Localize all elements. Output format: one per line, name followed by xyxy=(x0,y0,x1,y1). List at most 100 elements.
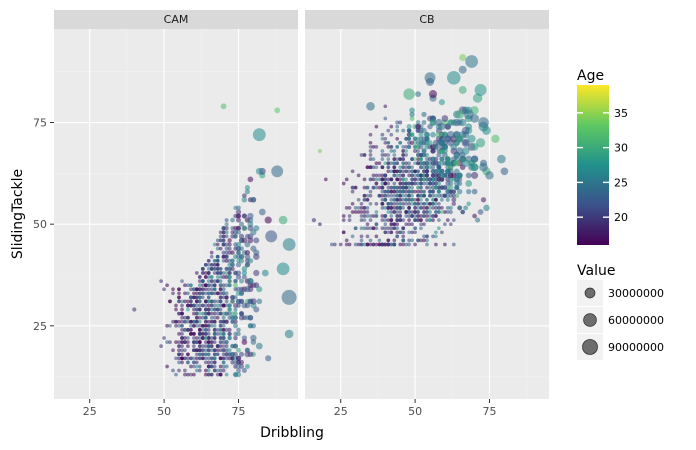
data-point xyxy=(386,161,391,166)
data-point xyxy=(209,299,214,304)
data-point xyxy=(419,218,423,222)
data-point xyxy=(215,315,220,320)
data-point xyxy=(437,206,441,210)
data-point xyxy=(194,360,199,365)
data-point xyxy=(224,295,229,300)
data-point xyxy=(197,340,202,344)
data-point xyxy=(206,352,211,357)
data-point xyxy=(238,363,245,370)
data-point xyxy=(422,234,426,239)
data-point xyxy=(374,145,379,149)
data-point xyxy=(200,271,205,275)
data-point xyxy=(443,222,447,227)
data-point xyxy=(430,131,436,138)
data-point xyxy=(389,201,394,206)
data-point xyxy=(215,344,220,348)
data-point xyxy=(159,279,163,283)
data-point xyxy=(365,185,370,190)
data-point xyxy=(386,238,391,243)
data-point xyxy=(419,214,423,218)
data-point xyxy=(215,258,220,263)
data-point xyxy=(221,331,226,336)
data-point xyxy=(221,319,226,324)
data-point xyxy=(235,290,242,296)
data-point xyxy=(221,368,226,373)
data-point xyxy=(353,206,358,210)
data-point xyxy=(192,295,196,300)
data-point xyxy=(416,193,420,198)
data-point xyxy=(215,311,220,316)
data-point xyxy=(404,210,409,214)
data-point xyxy=(466,188,472,195)
data-point xyxy=(431,206,435,210)
data-point xyxy=(413,242,417,247)
data-point xyxy=(218,275,223,279)
data-point xyxy=(383,173,388,178)
data-point xyxy=(413,230,417,235)
data-point xyxy=(189,319,193,324)
data-point xyxy=(425,242,429,247)
data-point xyxy=(206,287,211,292)
data-point xyxy=(165,364,169,369)
data-point xyxy=(419,222,423,227)
data-point xyxy=(380,197,385,202)
data-point xyxy=(212,323,217,328)
data-point xyxy=(186,344,190,348)
data-point xyxy=(215,372,220,377)
data-point xyxy=(359,201,364,206)
data-point xyxy=(437,226,441,231)
data-point xyxy=(194,319,199,324)
data-point xyxy=(395,230,400,235)
data-point xyxy=(413,177,417,182)
data-point xyxy=(419,206,423,210)
data-point xyxy=(410,165,414,170)
data-point xyxy=(419,185,423,190)
data-point xyxy=(247,258,254,264)
data-point xyxy=(241,339,248,345)
data-point xyxy=(200,328,205,332)
data-point xyxy=(380,153,385,157)
data-point xyxy=(177,340,181,344)
data-point xyxy=(197,275,202,279)
data-point xyxy=(332,242,337,247)
data-point xyxy=(413,201,417,206)
data-point xyxy=(461,126,470,135)
data-point xyxy=(359,234,364,239)
data-point xyxy=(389,177,394,182)
data-point xyxy=(192,307,196,312)
data-point xyxy=(401,197,406,202)
data-point xyxy=(221,254,226,259)
data-point xyxy=(407,218,411,222)
data-point xyxy=(206,258,211,263)
data-point xyxy=(241,335,248,341)
data-point xyxy=(250,229,257,236)
data-point xyxy=(374,165,379,170)
data-point xyxy=(241,274,247,280)
data-point xyxy=(457,205,463,211)
data-point xyxy=(212,364,217,369)
data-point xyxy=(371,242,376,247)
data-point xyxy=(458,86,467,94)
data-point xyxy=(392,193,397,198)
data-point xyxy=(206,262,211,267)
data-point xyxy=(233,307,238,312)
data-point xyxy=(404,214,409,218)
data-point xyxy=(162,287,166,292)
data-point xyxy=(174,340,178,344)
data-point xyxy=(386,226,391,231)
x-tick-label: 50 xyxy=(157,405,171,418)
x-axis: 25 50 75 25 50 75 xyxy=(83,399,496,418)
data-point xyxy=(424,165,430,170)
data-point xyxy=(389,214,394,218)
data-point xyxy=(383,226,388,231)
data-point xyxy=(401,161,406,166)
data-point xyxy=(218,299,223,304)
data-point xyxy=(380,193,385,198)
data-point xyxy=(192,356,196,361)
data-point xyxy=(221,356,226,361)
data-point xyxy=(421,165,427,170)
data-point xyxy=(197,323,202,328)
data-point xyxy=(430,165,436,170)
data-point xyxy=(194,336,199,340)
data-point xyxy=(209,344,214,348)
